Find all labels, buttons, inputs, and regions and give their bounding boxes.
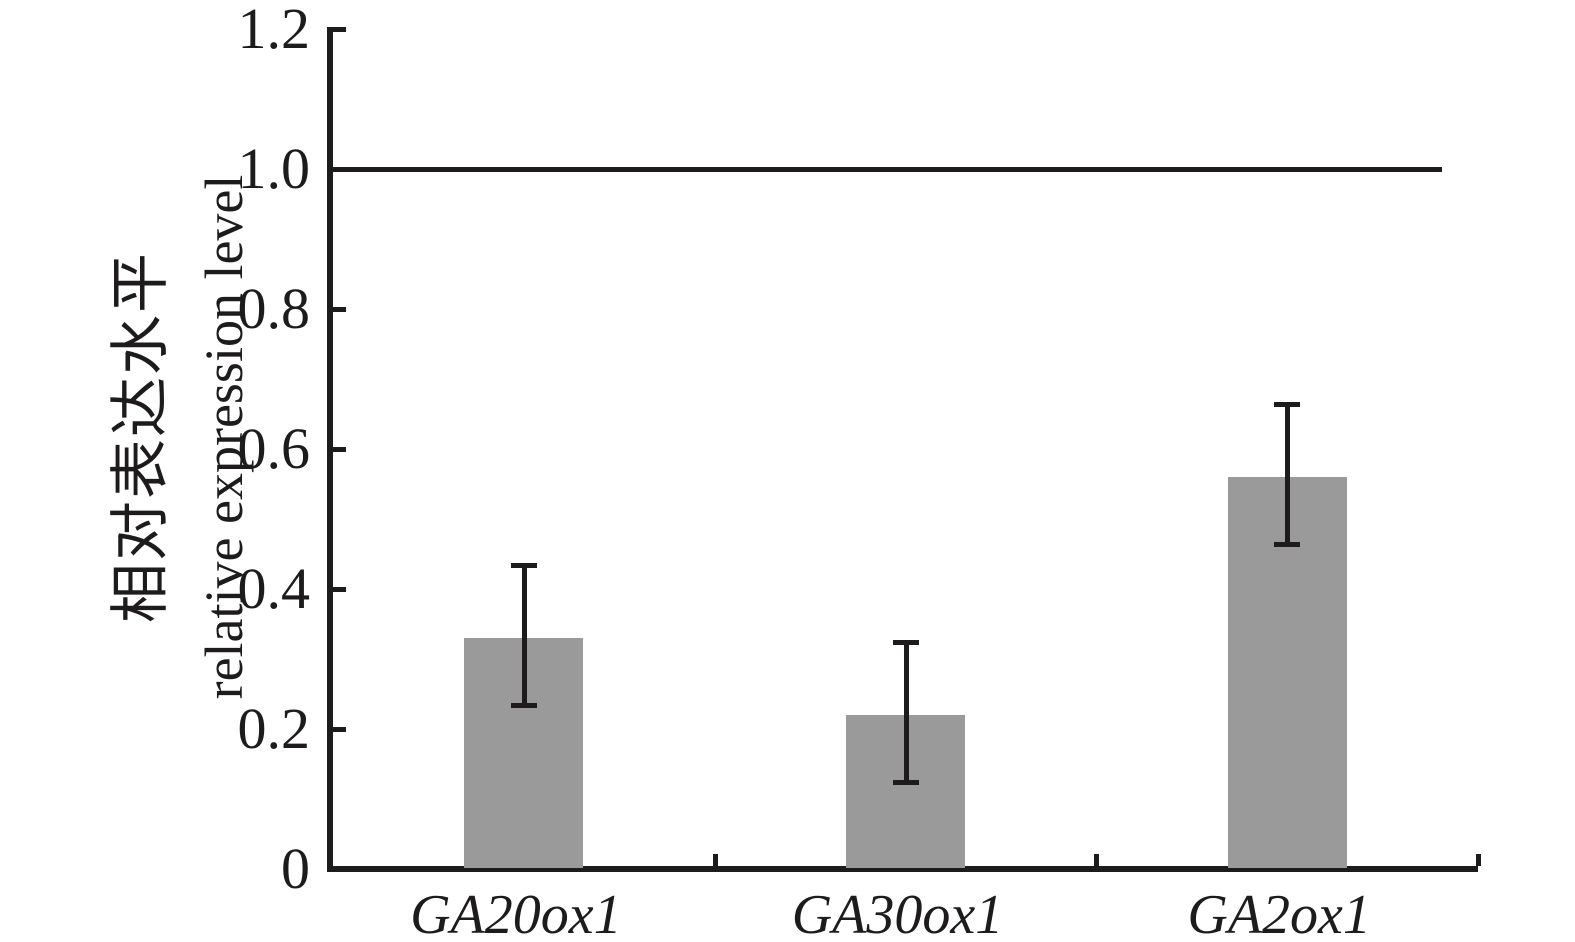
error-bar-stem-GA20ox1	[521, 564, 527, 705]
error-bar-cap-bottom-GA30ox1	[892, 779, 919, 785]
error-bar-cap-top-GA20ox1	[510, 562, 537, 568]
error-bar-stem-GA30ox1	[903, 641, 909, 782]
y-tick-label: 0.6	[237, 416, 311, 481]
y-tick-mark	[333, 27, 346, 32]
x-tick-mark	[1094, 854, 1100, 866]
y-tick-mark	[333, 447, 346, 452]
y-tick-label: 0.2	[237, 696, 311, 761]
y-axis-line	[327, 27, 333, 872]
y-tick-label: 1.0	[237, 136, 311, 201]
y-tick-label: 0.4	[237, 556, 311, 621]
y-tick-label: 1.2	[237, 0, 311, 61]
x-tick-mark	[712, 854, 718, 866]
y-tick-label: 0.8	[237, 276, 311, 341]
error-bar-cap-top-GA30ox1	[892, 639, 919, 645]
x-category-label-GA20ox1: GA20ox1	[410, 884, 622, 942]
error-bar-stem-GA2ox1	[1285, 403, 1291, 544]
error-bar-cap-top-GA2ox1	[1274, 401, 1301, 407]
x-category-label-GA30ox1: GA30ox1	[791, 884, 1004, 942]
error-bar-cap-bottom-GA2ox1	[1274, 541, 1301, 547]
y-tick-mark	[333, 307, 346, 312]
x-category-label-GA2ox1: GA2ox1	[1187, 884, 1371, 942]
y-tick-mark	[333, 727, 346, 732]
y-tick-label: 0	[281, 836, 310, 901]
x-axis-line	[327, 866, 1478, 872]
reference-line-1.0	[333, 167, 1442, 172]
error-bar-cap-bottom-GA20ox1	[510, 702, 537, 708]
x-tick-mark	[1476, 854, 1481, 866]
y-tick-mark	[333, 587, 346, 592]
